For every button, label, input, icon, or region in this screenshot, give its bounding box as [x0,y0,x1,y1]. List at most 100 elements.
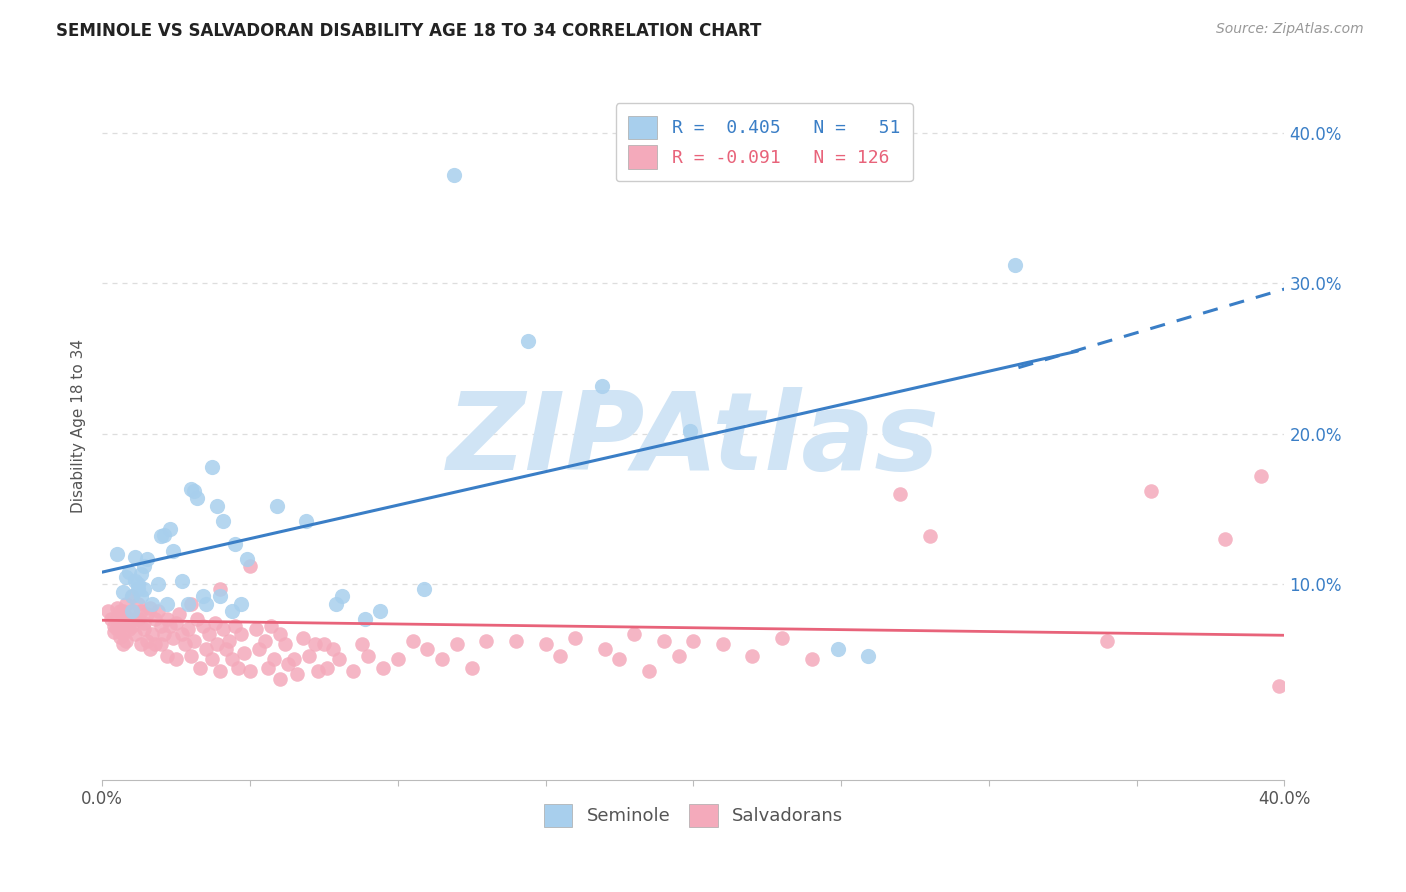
Point [1140,483,1163,498]
Point [150,529,173,543]
Point [215,641,238,656]
Point [1095,634,1118,648]
Point [446,637,468,651]
Point [260,619,283,633]
Point [127,582,149,596]
Point [221,652,243,666]
Point [283,652,305,666]
Point [516,334,538,348]
Point [591,378,613,392]
Point [292,632,315,646]
Text: Source: ZipAtlas.com: Source: ZipAtlas.com [1216,22,1364,37]
Point [218,634,240,648]
Point [183,634,205,648]
Point [150,637,173,651]
Point [105,622,128,636]
Point [413,582,436,596]
Point [889,487,911,501]
Point [368,604,391,618]
Point [170,627,193,641]
Point [145,612,167,626]
Point [138,641,160,656]
Point [460,661,482,675]
Point [564,632,586,646]
Point [371,661,394,675]
Point [156,649,179,664]
Point [263,652,285,666]
Point [212,514,235,528]
Point [118,565,141,579]
Point [162,632,184,646]
Point [207,637,229,651]
Point [188,661,211,675]
Point [226,661,249,675]
Point [108,630,131,644]
Point [325,597,347,611]
Point [304,637,326,651]
Point [165,616,187,631]
Point [132,616,155,631]
Point [357,649,380,664]
Point [239,559,262,574]
Point [124,550,146,565]
Point [236,551,259,566]
Point [115,569,138,583]
Point [307,665,329,679]
Point [534,637,557,651]
Point [200,652,222,666]
Point [129,566,152,581]
Point [177,622,200,636]
Point [322,641,344,656]
Point [121,619,143,633]
Point [274,637,297,651]
Point [153,627,176,641]
Point [129,637,152,651]
Point [679,424,702,438]
Point [115,597,138,611]
Point [132,582,155,596]
Point [224,536,246,550]
Point [135,634,157,648]
Point [121,589,143,603]
Point [207,499,229,513]
Point [229,597,252,611]
Point [209,665,232,679]
Point [118,622,141,636]
Point [593,641,616,656]
Point [430,652,453,666]
Point [105,612,128,626]
Point [239,665,262,679]
Point [387,652,409,666]
Point [129,604,152,618]
Point [156,597,179,611]
Point [269,627,291,641]
Point [277,657,299,671]
Point [124,627,146,641]
Point [652,634,675,648]
Point [1250,469,1272,483]
Point [224,619,246,633]
Point [97,604,120,618]
Point [209,582,232,596]
Point [103,625,125,640]
Point [170,574,193,589]
Point [682,634,704,648]
Point [105,547,128,561]
Point [115,634,138,648]
Point [132,559,155,574]
Point [186,612,208,626]
Point [159,619,181,633]
Point [1267,680,1289,694]
Point [475,634,498,648]
Point [741,649,763,664]
Point [1004,259,1026,273]
Point [100,612,122,626]
Point [141,597,163,611]
Point [354,612,377,626]
Point [401,634,423,648]
Point [623,627,645,641]
Point [711,637,734,651]
Point [328,652,350,666]
Point [121,604,143,618]
Point [148,577,170,591]
